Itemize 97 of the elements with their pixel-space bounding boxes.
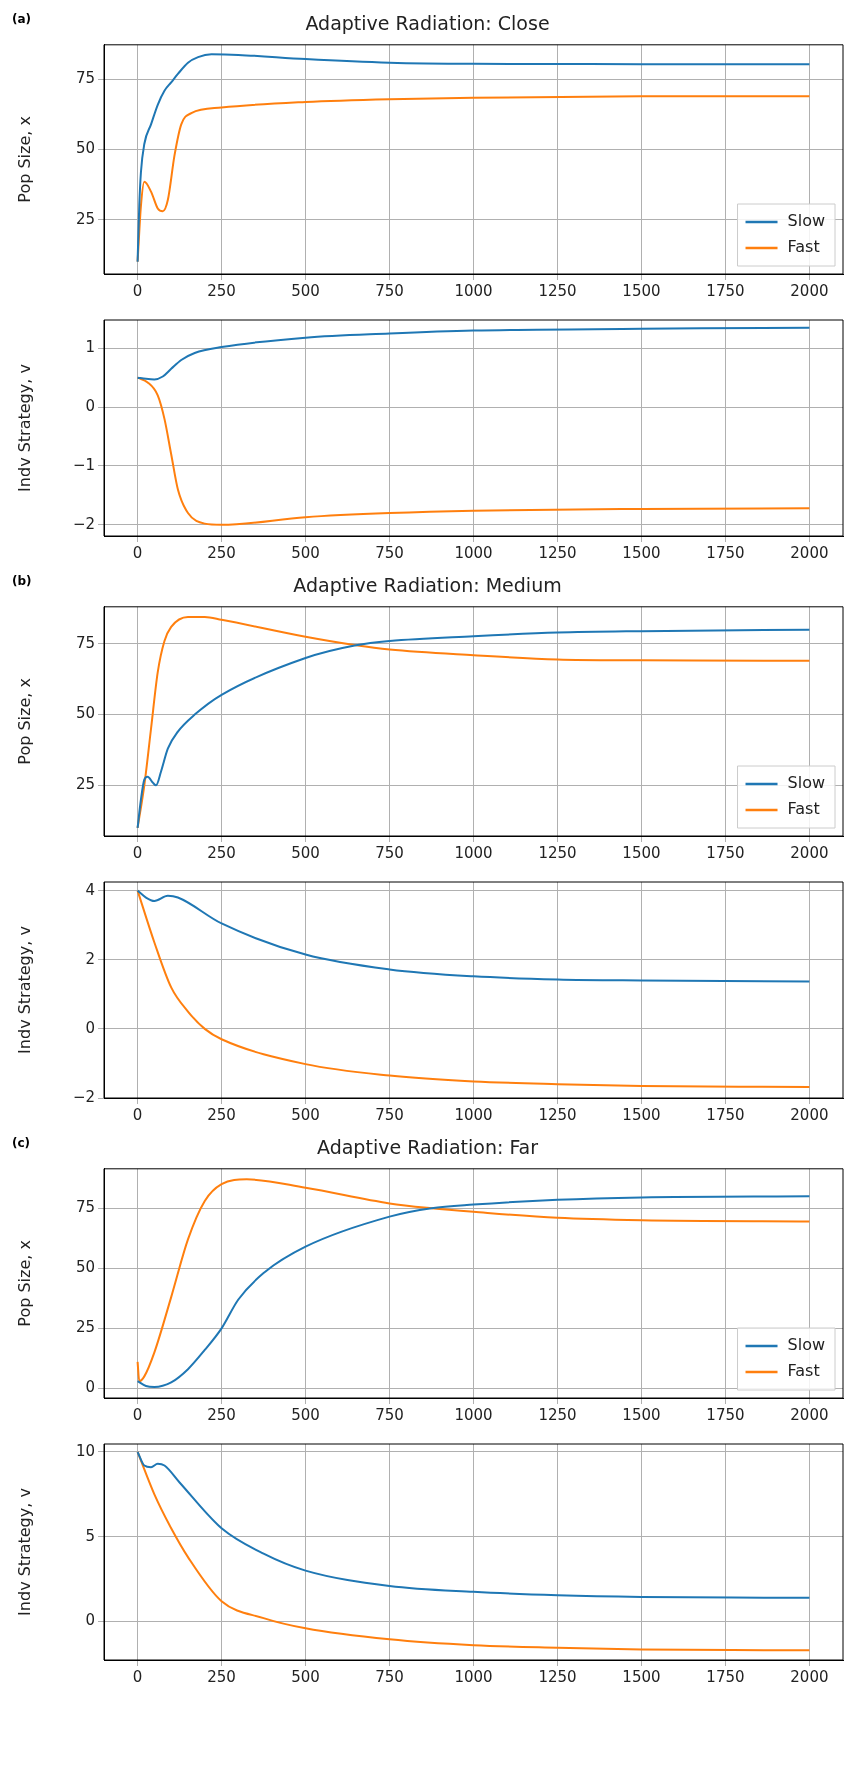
x-tick-label: 1750: [706, 281, 745, 300]
x-tick-label: 1000: [454, 281, 493, 300]
x-tick-label: 1000: [454, 1667, 493, 1686]
x-tick-label: 1500: [622, 281, 661, 300]
x-tick-label: 500: [291, 843, 320, 862]
x-tick-label: 1000: [454, 1405, 493, 1424]
x-tick-label: 1750: [706, 1105, 745, 1124]
legend-label: Slow: [787, 211, 826, 231]
y-tick-label: 0: [85, 397, 95, 415]
legend-label: Fast: [787, 799, 820, 819]
x-tick-label: 250: [207, 1667, 236, 1686]
y-axis-title: Indv Strategy, v: [14, 1488, 34, 1616]
x-tick-label: 750: [375, 1405, 404, 1424]
legend-label: Slow: [787, 1335, 826, 1355]
x-tick-label: 250: [207, 1405, 236, 1424]
x-tick-label: 750: [375, 1105, 404, 1124]
y-axis-title: Pop Size, x: [14, 116, 34, 203]
x-tick-label: 1500: [622, 1667, 661, 1686]
y-tick-label: 5: [85, 1526, 95, 1545]
y-tick-label: −2: [72, 1087, 95, 1106]
x-tick-label: 500: [291, 1105, 320, 1124]
line-series: [136, 1450, 811, 1599]
x-tick-label: 250: [207, 1105, 236, 1124]
x-tick-label: 2000: [790, 1105, 829, 1124]
x-tick-label: 750: [375, 1667, 404, 1686]
x-tick-label: 1250: [538, 843, 577, 862]
x-tick-label: 1250: [538, 543, 577, 562]
x-tick-label: 0: [132, 543, 143, 562]
y-tick-label: 10: [75, 1441, 95, 1460]
y-tick-label: 75: [75, 69, 95, 88]
x-tick-label: 0: [132, 1405, 143, 1424]
y-tick-label: −1: [72, 455, 95, 474]
text: (a): [12, 12, 32, 27]
y-tick-label: 0: [85, 1611, 95, 1630]
chart-title: Adaptive Radiation: Far: [316, 1136, 539, 1159]
x-tick-label: 250: [207, 843, 236, 862]
text: (c): [12, 1136, 31, 1151]
x-tick-label: 1000: [454, 843, 493, 862]
x-tick-label: 1750: [706, 843, 745, 862]
x-tick-label: 2000: [790, 1667, 829, 1686]
y-tick-label: 75: [75, 633, 95, 652]
y-tick-label: −2: [72, 514, 95, 533]
legend-label: Slow: [787, 773, 826, 793]
x-tick-label: 750: [375, 281, 404, 300]
x-tick-label: 750: [375, 843, 404, 862]
x-tick-label: 2000: [790, 1405, 829, 1424]
y-tick-label: 25: [75, 209, 95, 228]
x-tick-label: 1250: [538, 1105, 577, 1124]
y-axis-title: Pop Size, x: [14, 678, 34, 765]
x-tick-label: 1500: [622, 1105, 661, 1124]
x-tick-label: 0: [132, 1105, 143, 1124]
x-tick-label: 0: [132, 1667, 143, 1686]
x-tick-label: 0: [132, 281, 143, 300]
x-tick-label: 1000: [454, 543, 493, 562]
y-tick-label: 50: [75, 704, 95, 723]
x-tick-label: 500: [291, 1667, 320, 1686]
x-tick-label: 1750: [706, 1405, 745, 1424]
line-series: [136, 889, 811, 983]
text: (b): [12, 574, 32, 589]
y-tick-label: 4: [85, 880, 95, 899]
x-tick-label: 2000: [790, 843, 829, 862]
legend-label: Fast: [787, 237, 820, 257]
y-tick-label: 1: [85, 338, 95, 357]
x-tick-label: 1500: [622, 543, 661, 562]
x-tick-label: 2000: [790, 543, 829, 562]
y-axis-title: Indv Strategy, v: [14, 364, 34, 492]
x-tick-label: 1750: [706, 1667, 745, 1686]
x-tick-label: 1500: [622, 1405, 661, 1424]
y-tick-label: 2: [85, 949, 95, 968]
y-tick-label: 25: [75, 775, 95, 794]
x-tick-label: 250: [207, 281, 236, 300]
x-tick-label: 500: [291, 543, 320, 562]
x-tick-label: 1750: [706, 543, 745, 562]
x-tick-label: 750: [375, 543, 404, 562]
x-tick-label: 250: [207, 543, 236, 562]
x-tick-label: 1250: [538, 1667, 577, 1686]
x-tick-label: 1000: [454, 1105, 493, 1124]
y-tick-label: 25: [75, 1318, 95, 1337]
x-tick-label: 500: [291, 281, 320, 300]
legend-label: Fast: [787, 1361, 820, 1381]
line-series: [136, 889, 811, 1088]
x-tick-label: 2000: [790, 281, 829, 300]
x-tick-label: 1250: [538, 281, 577, 300]
x-tick-label: 1250: [538, 1405, 577, 1424]
y-tick-label: 0: [85, 1018, 95, 1037]
x-tick-label: 0: [132, 843, 143, 862]
y-tick-label: 50: [75, 139, 95, 158]
x-tick-label: 1500: [622, 843, 661, 862]
y-axis-title: Indv Strategy, v: [14, 926, 34, 1054]
y-axis-title: Pop Size, x: [14, 1240, 34, 1327]
chart-title: Adaptive Radiation: Close: [305, 12, 550, 35]
x-tick-label: 500: [291, 1405, 320, 1424]
chart-title: Adaptive Radiation: Medium: [293, 574, 562, 597]
y-tick-label: 0: [85, 1378, 95, 1397]
y-tick-label: 50: [75, 1258, 95, 1277]
y-tick-label: 75: [75, 1198, 95, 1217]
line-series: [136, 326, 811, 381]
